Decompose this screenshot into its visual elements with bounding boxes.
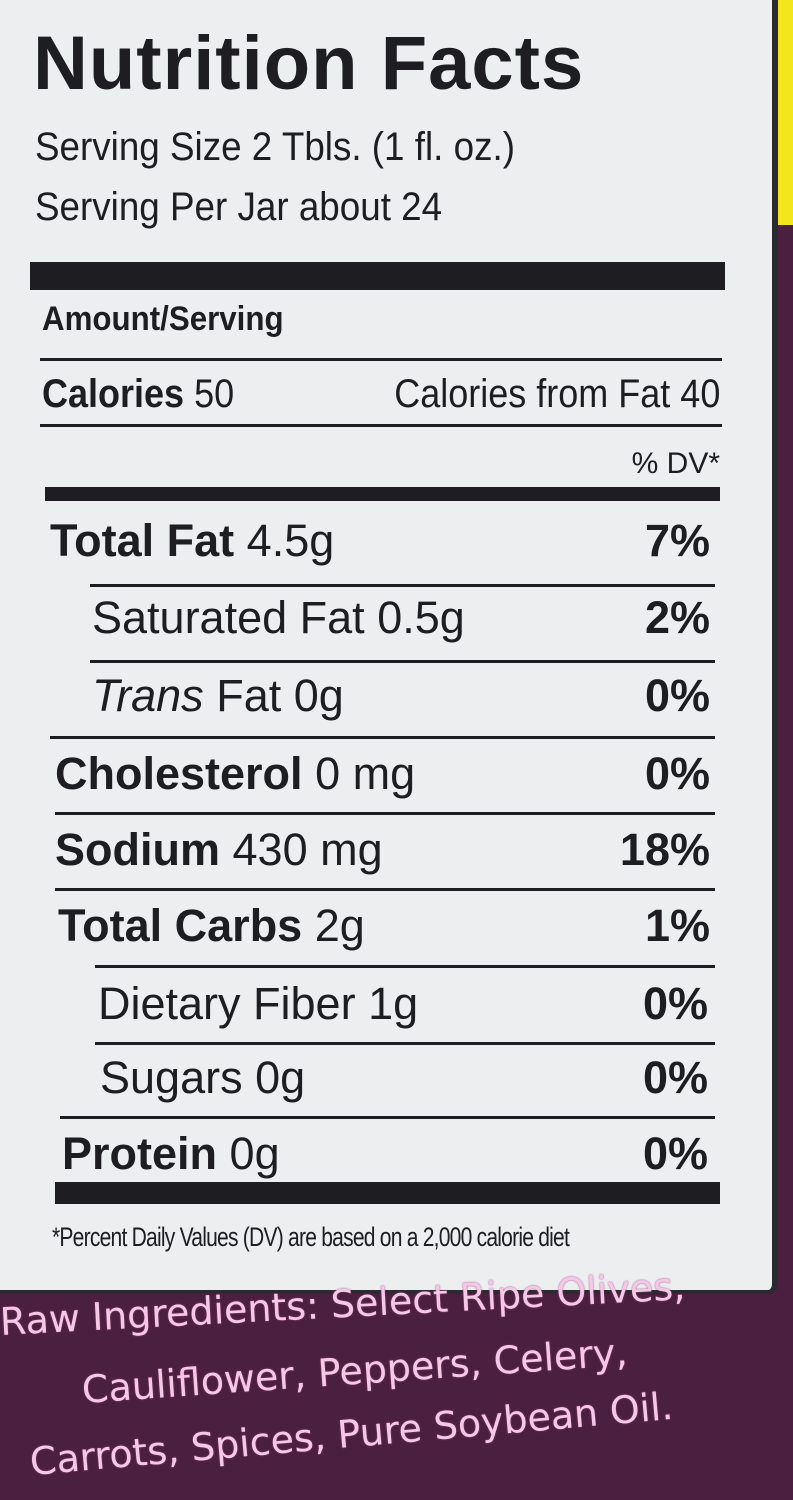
nutrient-row-trans-fat: Trans Fat 0g 0% bbox=[92, 670, 710, 730]
nutrient-name: Saturated Fat bbox=[92, 592, 365, 643]
nutrient-dv: 0% bbox=[642, 1128, 708, 1179]
calories-from-fat: Calories from Fat 40 bbox=[393, 372, 720, 416]
nutrient-dv: 0% bbox=[642, 1052, 708, 1103]
nutrient-row-saturated-fat: Saturated Fat 0.5g 2% bbox=[92, 592, 710, 652]
nutrient-dv: 7% bbox=[644, 515, 710, 566]
nutrient-amount: 1g bbox=[368, 978, 419, 1029]
nutrient-amount: 4.5g bbox=[246, 515, 335, 566]
nutrient-dv: 0% bbox=[642, 978, 708, 1029]
nutrient-name: Cholesterol bbox=[55, 748, 303, 799]
nutrient-name-suffix: Fat bbox=[216, 670, 282, 721]
calories-value: 50 bbox=[194, 372, 235, 416]
nutrient-name: Dietary Fiber bbox=[98, 978, 356, 1029]
nutrient-row-sodium: Sodium 430 mg 18% bbox=[55, 824, 710, 884]
nutrient-name: Protein bbox=[62, 1128, 218, 1179]
thick-divider bbox=[45, 487, 720, 501]
divider bbox=[50, 736, 715, 739]
nutrient-amount: 0 mg bbox=[315, 748, 416, 799]
nutrient-row-cholesterol: Cholesterol 0 mg 0% bbox=[55, 748, 710, 808]
nutrient-dv: 0% bbox=[644, 748, 710, 799]
nutrient-dv: 18% bbox=[619, 824, 710, 875]
label-title: Nutrition Facts bbox=[33, 21, 585, 106]
nutrient-name: Total Carbs bbox=[58, 900, 303, 951]
divider bbox=[95, 1042, 715, 1045]
divider bbox=[90, 584, 715, 587]
nutrient-amount: 0g bbox=[293, 670, 344, 721]
calories-label: Calories bbox=[42, 372, 185, 416]
divider bbox=[60, 1116, 715, 1119]
serving-size: Serving Size 2 Tbls. (1 fl. oz.) bbox=[35, 125, 515, 169]
divider bbox=[95, 965, 715, 968]
dv-header: % DV* bbox=[631, 447, 720, 480]
nutrient-row-total-fat: Total Fat 4.5g 7% bbox=[50, 515, 710, 575]
nutrient-amount: 2g bbox=[314, 900, 365, 951]
divider bbox=[40, 424, 722, 427]
nutrient-name: Total Fat bbox=[50, 515, 235, 566]
nutrient-row-sugars: Sugars 0g 0% bbox=[100, 1052, 708, 1112]
nutrient-row-total-carbs: Total Carbs 2g 1% bbox=[58, 900, 710, 960]
nutrient-amount: 0.5g bbox=[377, 592, 465, 643]
nutrition-label: Nutrition Facts Serving Size 2 Tbls. (1 … bbox=[0, 0, 778, 1294]
nutrient-name: Trans bbox=[92, 670, 204, 721]
nutrient-name: Sugars bbox=[100, 1052, 243, 1103]
nutrient-amount: 430 mg bbox=[232, 824, 383, 875]
nutrient-amount: 0g bbox=[229, 1128, 280, 1179]
nutrient-name: Sodium bbox=[55, 824, 220, 875]
calories-row: Calories 50 bbox=[42, 372, 234, 417]
divider bbox=[55, 888, 715, 891]
amount-per-serving: Amount/Serving bbox=[42, 300, 284, 338]
nutrient-dv: 1% bbox=[644, 900, 710, 951]
nutrient-amount: 0g bbox=[255, 1052, 306, 1103]
divider bbox=[55, 812, 715, 815]
divider bbox=[90, 660, 715, 663]
nutrient-row-protein: Protein 0g 0% bbox=[62, 1128, 708, 1188]
nutrient-row-dietary-fiber: Dietary Fiber 1g 0% bbox=[98, 978, 708, 1038]
footnote: *Percent Daily Values (DV) are based on … bbox=[52, 1222, 570, 1252]
nutrient-dv: 2% bbox=[644, 592, 710, 643]
servings-per-container: Serving Per Jar about 24 bbox=[35, 185, 443, 229]
thick-divider bbox=[55, 1182, 720, 1204]
divider bbox=[40, 358, 722, 361]
nutrient-dv: 0% bbox=[644, 670, 710, 721]
thick-divider bbox=[30, 262, 725, 290]
